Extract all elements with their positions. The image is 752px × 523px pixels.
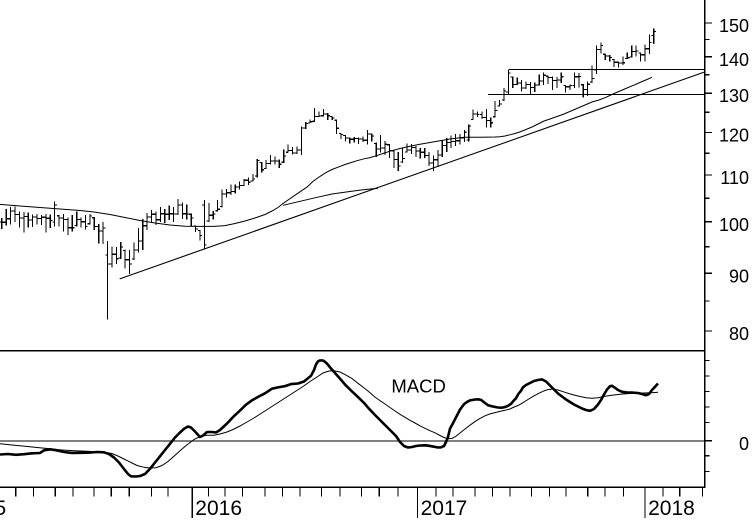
svg-text:2016: 2016 [195, 497, 242, 518]
svg-text:2015: 2015 [0, 497, 6, 518]
svg-text:140: 140 [719, 50, 749, 70]
svg-text:110: 110 [720, 168, 749, 188]
svg-text:100: 100 [719, 215, 749, 235]
svg-text:150: 150 [719, 16, 749, 36]
svg-text:2017: 2017 [421, 497, 468, 518]
svg-text:80: 80 [729, 324, 749, 344]
svg-text:MACD: MACD [391, 376, 445, 397]
svg-text:2018: 2018 [648, 497, 695, 518]
svg-text:0: 0 [739, 434, 749, 454]
svg-text:90: 90 [729, 266, 749, 286]
svg-text:120: 120 [719, 125, 749, 145]
svg-text:130: 130 [719, 86, 749, 106]
